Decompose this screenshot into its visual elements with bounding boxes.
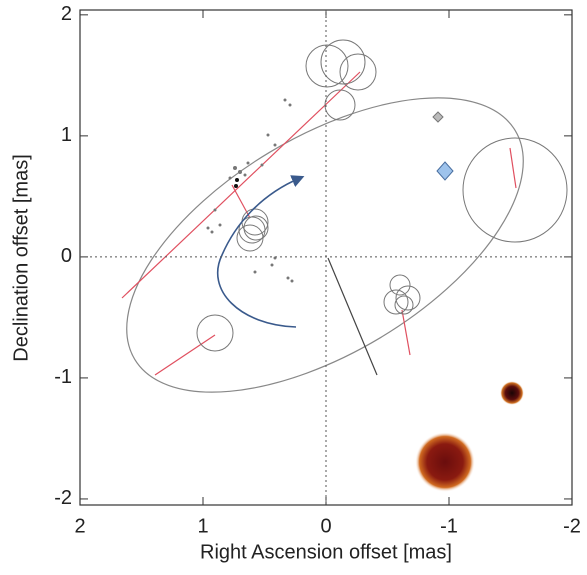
x-tick-label: 2 (74, 515, 85, 537)
y-tick-label: -1 (54, 366, 72, 388)
black-line (327, 257, 378, 376)
x-tick-label: -2 (563, 515, 581, 537)
y-tick-label: 0 (61, 245, 72, 267)
y-tick-label: -2 (54, 487, 72, 509)
x-tick-label: 1 (197, 515, 208, 537)
x-tick-label: -1 (440, 515, 458, 537)
dots (206, 98, 294, 283)
y-tick-label: 2 (61, 3, 72, 25)
y-axis-label: Declination offset [mas] (10, 154, 32, 362)
red-lines (121, 71, 517, 376)
y-tick-label: 1 (61, 124, 72, 146)
image-blob (500, 381, 524, 405)
image-blob (415, 432, 475, 492)
orbit-ellipse (126, 97, 524, 393)
blue-diamond (436, 161, 454, 181)
overlay (121, 39, 568, 492)
small-diamond (432, 111, 444, 123)
trajectory (216, 175, 305, 328)
circles (196, 39, 568, 352)
x-tick-label: 0 (320, 515, 331, 537)
x-axis-label: Right Ascension offset [mas] (200, 541, 452, 563)
